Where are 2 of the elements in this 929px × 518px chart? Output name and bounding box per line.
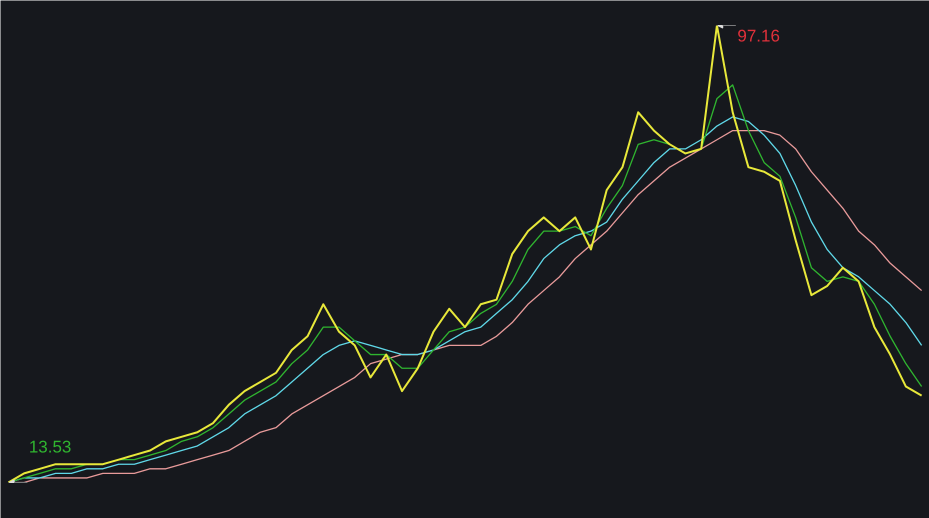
annotation: 13.53	[28, 438, 72, 456]
annotation: 97.16	[737, 26, 780, 46]
